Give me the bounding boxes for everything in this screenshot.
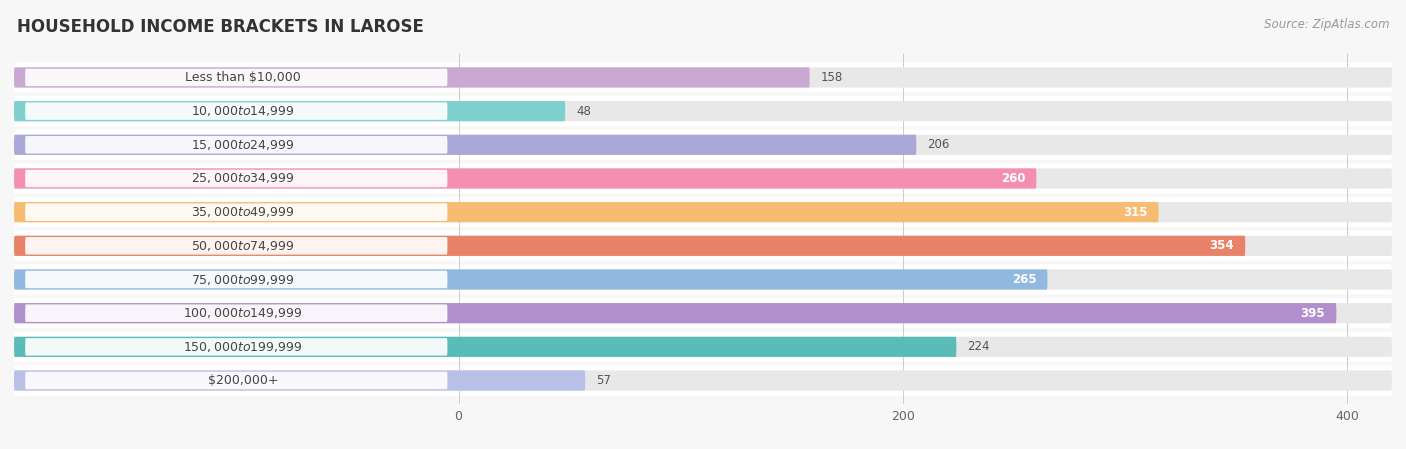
FancyBboxPatch shape — [25, 170, 447, 187]
FancyBboxPatch shape — [14, 96, 1392, 126]
FancyBboxPatch shape — [25, 304, 447, 322]
Text: $100,000 to $149,999: $100,000 to $149,999 — [183, 306, 302, 320]
FancyBboxPatch shape — [14, 62, 1392, 92]
FancyBboxPatch shape — [25, 338, 447, 356]
FancyBboxPatch shape — [14, 135, 917, 155]
FancyBboxPatch shape — [14, 370, 585, 391]
FancyBboxPatch shape — [14, 236, 1246, 256]
FancyBboxPatch shape — [25, 237, 447, 255]
FancyBboxPatch shape — [14, 67, 1392, 88]
FancyBboxPatch shape — [25, 203, 447, 221]
Text: HOUSEHOLD INCOME BRACKETS IN LAROSE: HOUSEHOLD INCOME BRACKETS IN LAROSE — [17, 18, 423, 36]
Text: $15,000 to $24,999: $15,000 to $24,999 — [191, 138, 295, 152]
FancyBboxPatch shape — [14, 365, 1392, 396]
FancyBboxPatch shape — [14, 135, 1392, 155]
FancyBboxPatch shape — [14, 168, 1036, 189]
Text: $35,000 to $49,999: $35,000 to $49,999 — [191, 205, 295, 219]
Text: 265: 265 — [1012, 273, 1036, 286]
Text: 158: 158 — [821, 71, 844, 84]
FancyBboxPatch shape — [25, 69, 447, 86]
Text: 224: 224 — [967, 340, 990, 353]
Text: 260: 260 — [1001, 172, 1025, 185]
FancyBboxPatch shape — [14, 269, 1047, 290]
FancyBboxPatch shape — [14, 130, 1392, 160]
FancyBboxPatch shape — [14, 337, 1392, 357]
FancyBboxPatch shape — [14, 303, 1392, 323]
FancyBboxPatch shape — [14, 337, 956, 357]
FancyBboxPatch shape — [14, 197, 1392, 227]
Text: $75,000 to $99,999: $75,000 to $99,999 — [191, 273, 295, 286]
FancyBboxPatch shape — [14, 67, 810, 88]
FancyBboxPatch shape — [14, 264, 1392, 295]
Text: 206: 206 — [928, 138, 950, 151]
FancyBboxPatch shape — [14, 303, 1336, 323]
FancyBboxPatch shape — [14, 101, 565, 121]
Text: 354: 354 — [1209, 239, 1234, 252]
Text: $10,000 to $14,999: $10,000 to $14,999 — [191, 104, 295, 118]
FancyBboxPatch shape — [14, 101, 1392, 121]
FancyBboxPatch shape — [14, 202, 1392, 222]
FancyBboxPatch shape — [14, 168, 1392, 189]
Text: $200,000+: $200,000+ — [208, 374, 278, 387]
FancyBboxPatch shape — [14, 298, 1392, 328]
Text: 48: 48 — [576, 105, 591, 118]
FancyBboxPatch shape — [14, 269, 1392, 290]
FancyBboxPatch shape — [25, 271, 447, 288]
Text: 315: 315 — [1123, 206, 1147, 219]
Text: 395: 395 — [1301, 307, 1326, 320]
Text: Source: ZipAtlas.com: Source: ZipAtlas.com — [1264, 18, 1389, 31]
FancyBboxPatch shape — [25, 372, 447, 389]
Text: $50,000 to $74,999: $50,000 to $74,999 — [191, 239, 295, 253]
Text: 57: 57 — [596, 374, 612, 387]
Text: Less than $10,000: Less than $10,000 — [186, 71, 301, 84]
FancyBboxPatch shape — [14, 370, 1392, 391]
FancyBboxPatch shape — [25, 136, 447, 154]
FancyBboxPatch shape — [14, 236, 1392, 256]
Text: $25,000 to $34,999: $25,000 to $34,999 — [191, 172, 295, 185]
FancyBboxPatch shape — [25, 102, 447, 120]
FancyBboxPatch shape — [14, 163, 1392, 194]
FancyBboxPatch shape — [14, 231, 1392, 261]
FancyBboxPatch shape — [14, 332, 1392, 362]
Text: $150,000 to $199,999: $150,000 to $199,999 — [183, 340, 302, 354]
FancyBboxPatch shape — [14, 202, 1159, 222]
